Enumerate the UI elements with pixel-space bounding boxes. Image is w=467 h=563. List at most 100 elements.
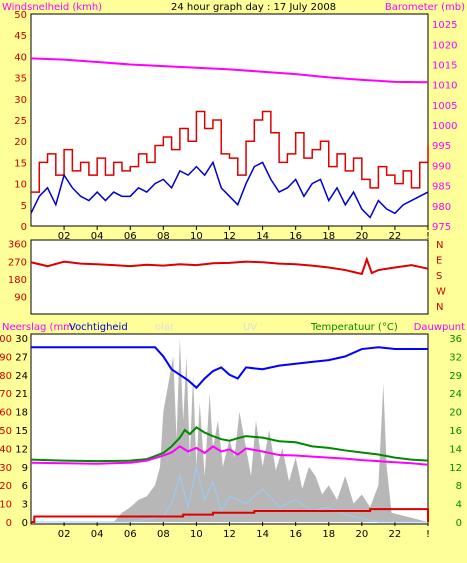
compass-tick-label: N (436, 240, 443, 251)
rain-tick-label: 10 (0, 500, 12, 511)
x-tick-label: 06 (124, 529, 137, 540)
compass-tick-label: W (436, 287, 446, 298)
series-line-temperature (30, 426, 429, 463)
x-tick-label: 02 (58, 231, 71, 242)
temperature-tick-label: 4 (456, 500, 462, 511)
wind-tick-label: 25 (14, 116, 27, 127)
x-tick-label: 16 (289, 529, 302, 540)
humidity-tick-label: 6 (22, 481, 28, 492)
x-tick-label: 16 (289, 231, 302, 242)
rain-tick-label: 20 (0, 481, 12, 492)
x-tick-label: 20 (355, 231, 368, 242)
x-tick-label: 18 (322, 231, 335, 242)
x-tick-label: 22 (389, 231, 402, 242)
temperature-tick-label: 14 (449, 444, 462, 455)
barometer-tick-label: 995 (432, 141, 451, 152)
x-tick-label: 08 (157, 529, 170, 540)
humidity-tick-label: 24 (15, 371, 28, 382)
x-tick-label: ! (426, 529, 430, 540)
temperature-tick-label: 16 (449, 426, 462, 437)
x-tick-label: 04 (91, 529, 104, 540)
wind-plot-area (30, 13, 429, 227)
x-tick-label: 12 (223, 231, 236, 242)
wind-tick-label: 50 (14, 10, 27, 21)
x-tick-label: 20 (355, 529, 368, 540)
rain-tick-label: 100 (0, 334, 12, 345)
barometer-tick-label: 1010 (432, 81, 457, 92)
humidity-tick-label: 3 (22, 500, 28, 511)
temperature-tick-label: 32 (449, 352, 462, 363)
humidity-tick-label: 0 (22, 518, 28, 529)
humidity-tick-label: 30 (15, 334, 28, 345)
x-tick-label: 06 (124, 231, 137, 242)
temperature-tick-label: 24 (449, 389, 462, 400)
series-line-gust (31, 110, 429, 193)
rain-tick-label: 40 (0, 444, 12, 455)
series-area-solar (31, 338, 428, 522)
humidity-tick-label: 21 (15, 389, 28, 400)
series-line-wind (30, 160, 429, 219)
series-line-dewpoint (30, 445, 429, 466)
x-tick-label: ! (426, 231, 430, 242)
x-tick-label: 22 (389, 529, 402, 540)
compass-tick-label: E (436, 256, 442, 267)
rain-tick-label: 0 (6, 518, 12, 529)
rain-tick-label: 90 (0, 352, 12, 363)
humidity-tick-label: 9 (22, 463, 28, 474)
x-tick-label: 10 (190, 231, 203, 242)
direction-plot-area (30, 239, 429, 315)
humidity-tick-label: 15 (15, 426, 28, 437)
barometer-tick-label: 1000 (432, 121, 457, 132)
humidity-tick-label: 18 (15, 408, 28, 419)
compass-tick-label: N (436, 302, 443, 313)
barometer-tick-label: 985 (432, 182, 451, 193)
tick-labels: 0510152025303540455097598098599099510001… (0, 10, 462, 540)
humidity-tick-label: 12 (15, 444, 28, 455)
humidity-axis-label: Vochtigheid (69, 322, 128, 333)
rain-tick-label: 80 (0, 371, 12, 382)
wind-tick-label: 0 (21, 222, 27, 233)
temperature-tick-label: 0 (456, 518, 462, 529)
barometer-tick-label: 1015 (432, 60, 457, 71)
direction-tick-label: 180 (8, 275, 27, 286)
temperature-tick-label: 29 (449, 371, 462, 382)
rain-tick-label: 50 (0, 426, 12, 437)
grid-lines (63, 226, 429, 526)
x-tick-label: 04 (91, 231, 104, 242)
direction-series (30, 256, 429, 276)
series-line-barometer (30, 57, 429, 84)
rain-tick-label: 60 (0, 408, 12, 419)
x-tick-label: 12 (223, 529, 236, 540)
barometer-tick-label: 990 (432, 161, 451, 172)
series-line-uv (31, 466, 428, 523)
rain-axis-label: Neerslag (mm (2, 322, 73, 333)
uv-axis-label: UV (243, 322, 257, 333)
barometer-tick-label: 1020 (432, 40, 457, 51)
temperature-axis-label: Temperatuur (°C) (310, 322, 398, 333)
x-tick-label: 14 (256, 231, 269, 242)
humidity-tick-label: 27 (15, 352, 28, 363)
wind-axis-label: Windsnelheid (kmh) (2, 2, 102, 13)
wind-tick-label: 35 (14, 74, 27, 85)
temperature-tick-label: 20 (449, 408, 462, 419)
direction-tick-label: 270 (8, 257, 27, 268)
compass-tick-label: S (436, 271, 442, 282)
x-tick-label: 14 (256, 529, 269, 540)
x-tick-label: 10 (190, 529, 203, 540)
direction-tick-label: 90 (14, 292, 27, 303)
wind-tick-label: 40 (14, 52, 27, 63)
wind-tick-label: 10 (14, 180, 27, 191)
temperature-tick-label: 12 (449, 463, 462, 474)
wind-tick-label: 5 (21, 201, 27, 212)
series-line-direction (30, 256, 429, 276)
rain-tick-label: 70 (0, 389, 12, 400)
barometer-tick-label: 975 (432, 222, 451, 233)
wind-tick-label: 15 (14, 158, 27, 169)
barometer-axis-label: Barometer (mb) (385, 2, 465, 13)
temperature-tick-label: 8 (456, 481, 462, 492)
x-tick-label: 08 (157, 231, 170, 242)
series-line-humidity (31, 346, 428, 390)
chart-title: 24 hour graph day : 17 July 2008 (171, 2, 336, 13)
wind-tick-label: 30 (14, 95, 27, 106)
